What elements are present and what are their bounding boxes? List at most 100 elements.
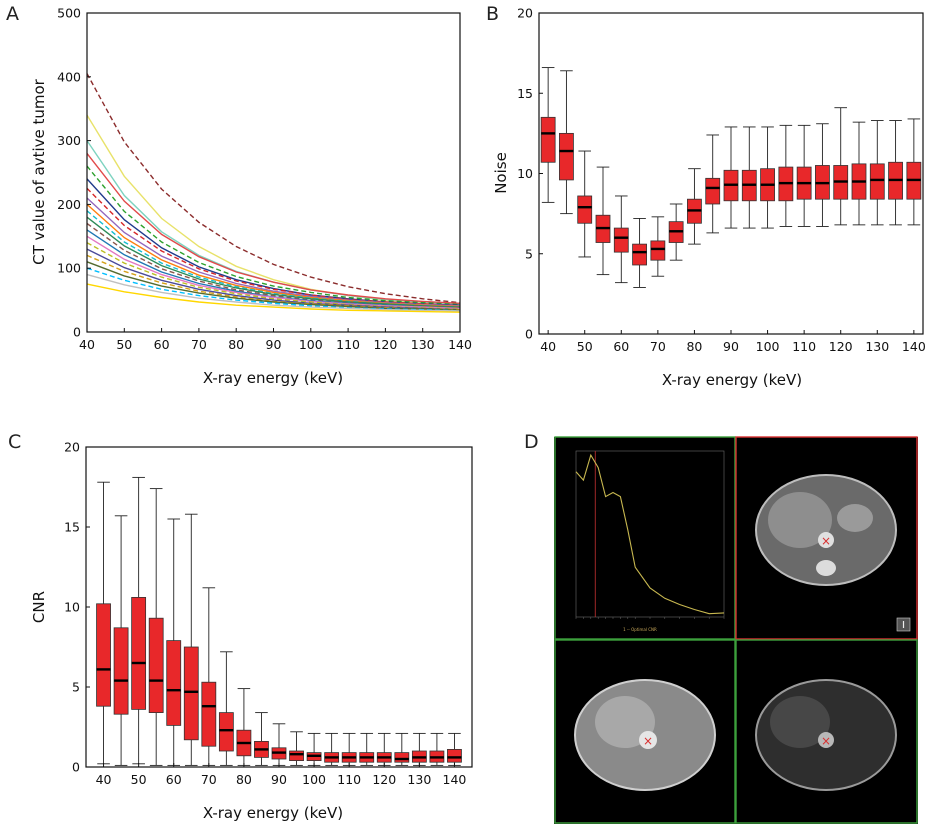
cnr-curve	[575, 453, 725, 615]
vertebra-region	[639, 731, 657, 749]
panel-a-xtick-label: 40	[79, 337, 95, 352]
panel-a-xtick-label: 100	[299, 337, 323, 352]
panel-c-ylabel: CNR	[30, 591, 48, 623]
panel-b-box	[869, 163, 885, 200]
panel-c-box-group	[96, 476, 462, 766]
panel-c-box	[201, 681, 217, 747]
panel-b-box	[705, 177, 721, 205]
vertebra-region	[816, 560, 836, 576]
panel-a-xtick-label: 60	[154, 337, 170, 352]
panel-c-box	[394, 752, 410, 763]
panel-b-xtick-label: 40	[540, 339, 556, 354]
panel-c-xlabel: X-ray energy (keV)	[203, 804, 343, 822]
panel-a-series-line	[86, 187, 461, 307]
panel-c-xtick-label: 70	[201, 772, 217, 787]
panel-c-box	[166, 640, 182, 726]
panel-b-box	[632, 243, 647, 266]
liver-region	[770, 696, 830, 748]
panel-letter-a: A	[6, 3, 19, 25]
ct-slice-top-right: ×	[735, 436, 918, 640]
panel-c-axes: 40 50 60 70 80 90 100 110 120 130 140 0 5 10 15 20	[64, 440, 466, 788]
panel-a-line-chart: 40 50 60 70 80 90 100 110 120 130 140 0 100 200 300 400…	[30, 6, 472, 388]
panel-a-ytick-label: 400	[57, 69, 81, 84]
panel-a-xtick-label: 130	[411, 337, 435, 352]
panel-b-xtick-label: 110	[792, 339, 816, 354]
panel-b-ytick-label: 5	[525, 246, 533, 261]
panel-a-xlabel: X-ray energy (keV)	[203, 369, 343, 387]
panel-b-xtick-label: 100	[756, 339, 780, 354]
roi-cross-icon: ×	[821, 734, 831, 748]
panel-b-ytick-label: 20	[517, 6, 533, 21]
panel-c-ytick-label: 0	[72, 760, 80, 775]
panel-a-xtick-label: 140	[448, 337, 472, 352]
panel-a-series-line	[86, 273, 461, 312]
panel-b-box	[613, 227, 629, 253]
panel-c-box	[289, 750, 304, 762]
panel-a-ytick-label: 0	[73, 325, 81, 340]
panel-d-ct-viewer: 1 -- Optimal CNR × × ×	[554, 436, 918, 824]
panel-c-ytick-label: 10	[64, 600, 80, 615]
panel-b-ytick-label: 0	[525, 327, 533, 342]
panel-c-ytick-label: 20	[64, 440, 80, 455]
panel-b-xlabel: X-ray energy (keV)	[662, 371, 802, 389]
panel-b-box	[650, 240, 666, 261]
ct-slice-bottom-left: ×	[554, 639, 736, 824]
panel-c-xtick-label: 130	[407, 772, 431, 787]
panel-letter-d: D	[524, 431, 539, 453]
panel-a-ylabel: CT value of avtive tumor	[30, 78, 48, 265]
panel-b-box-chart: 40 50 60 70 80 90 100 110 120 130 140 0 5 10 15 20 X-ra…	[492, 6, 926, 390]
panel-a-ytick-label: 200	[57, 197, 81, 212]
panel-a-series-line	[86, 152, 461, 304]
panel-b-xtick-label: 120	[829, 339, 853, 354]
panel-c-xtick-label: 110	[337, 772, 361, 787]
ct-slice-bottom-right: ×	[735, 639, 918, 824]
panel-b-xtick-label: 80	[686, 339, 702, 354]
panel-a-xtick-label: 70	[191, 337, 207, 352]
panel-b-axes: 40 50 60 70 80 90 100 110 120 130 140 0 5 10 15 20	[517, 6, 926, 355]
panel-a-xtick-label: 90	[266, 337, 282, 352]
roi-cross-icon: ×	[643, 734, 653, 748]
panel-b-box	[540, 116, 556, 163]
panel-c-box-chart: 40 50 60 70 80 90 100 110 120 130 140 0 5 10 15 20 X-ra…	[30, 440, 473, 822]
panel-c-box	[113, 627, 129, 715]
panel-c-xtick-label: 40	[96, 772, 112, 787]
panel-b-ytick-label: 10	[517, 166, 533, 181]
panel-b-xtick-label: 130	[865, 339, 889, 354]
liver-region	[595, 696, 655, 748]
liver-region	[768, 492, 832, 548]
panel-a-xtick-label: 110	[336, 337, 360, 352]
panel-letter-b: B	[486, 3, 499, 25]
panel-a-series-line	[86, 235, 461, 310]
panel-b-box	[559, 132, 574, 181]
panel-c-xtick-label: 60	[166, 772, 182, 787]
panel-b-xtick-label: 70	[650, 339, 666, 354]
panel-c-box	[148, 617, 164, 714]
panel-a-xtick-label: 120	[373, 337, 397, 352]
panel-b-xtick-label: 50	[577, 339, 593, 354]
panel-a-series-line	[86, 242, 461, 310]
panel-c-xtick-label: 80	[236, 772, 252, 787]
panel-a-series-line	[86, 73, 461, 304]
cnr-graph-frame	[554, 436, 736, 640]
panel-c-box	[183, 646, 199, 741]
panel-c-box	[96, 603, 111, 707]
panel-a-series-line	[86, 283, 461, 313]
panel-b-ytick-label: 15	[517, 86, 533, 101]
panel-b-box	[577, 195, 593, 224]
panel-a-ytick-label: 300	[57, 133, 81, 148]
panel-letter-c: C	[8, 431, 21, 453]
panel-c-xtick-label: 140	[443, 772, 467, 787]
panel-c-box	[447, 749, 462, 763]
panel-a-series-line	[86, 216, 461, 308]
panel-c-xtick-label: 90	[271, 772, 287, 787]
stomach-region	[837, 504, 873, 532]
panel-a-series-group	[86, 73, 461, 313]
panel-b-xtick-label: 90	[723, 339, 739, 354]
cnr-graph-legend: 1 -- Optimal CNR	[623, 627, 657, 632]
vertebra-region	[818, 732, 834, 748]
panel-a-xtick-label: 80	[228, 337, 244, 352]
panel-b-ylabel: Noise	[492, 152, 510, 194]
panel-a-xtick-label: 50	[116, 337, 132, 352]
panel-c-box	[131, 597, 147, 710]
